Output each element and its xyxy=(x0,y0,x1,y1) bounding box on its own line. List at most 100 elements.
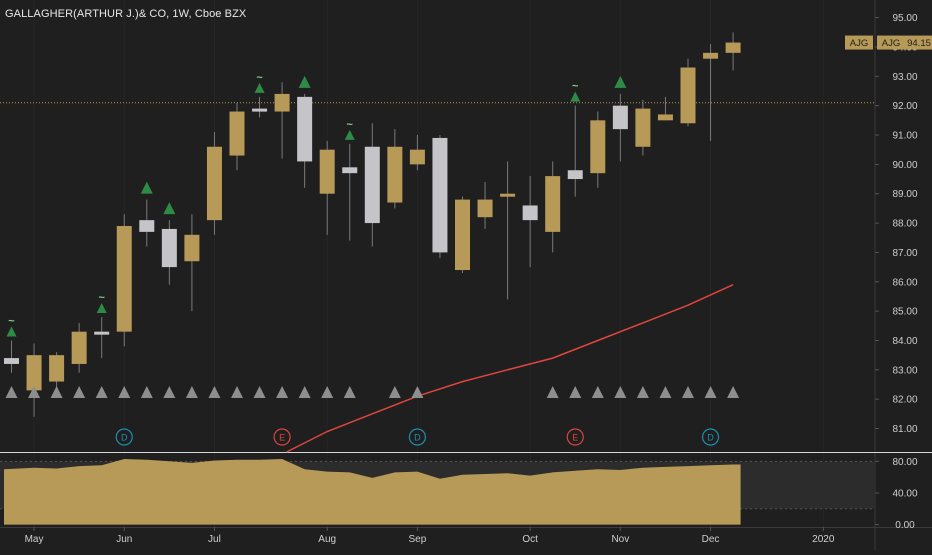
candle-body[interactable] xyxy=(432,137,448,253)
candle-body[interactable] xyxy=(229,111,245,156)
y-tick-label: 85.00 xyxy=(892,307,917,318)
signal-up-triangle xyxy=(298,75,311,88)
oscillator-y-tick-label: 40.00 xyxy=(892,488,917,499)
candle-body[interactable] xyxy=(657,114,673,121)
signal-up-triangle xyxy=(6,326,17,337)
candle-body[interactable] xyxy=(409,149,425,165)
candle-body[interactable] xyxy=(206,146,222,221)
event-label: E xyxy=(279,433,285,443)
candle-body[interactable] xyxy=(319,149,335,194)
price-tag-symbol: AJG xyxy=(882,38,900,49)
candle-body[interactable] xyxy=(387,146,403,203)
candle-body[interactable] xyxy=(364,146,380,224)
candle-body[interactable] xyxy=(49,355,65,382)
candle-body[interactable] xyxy=(4,358,19,364)
signal-tilde-label: ~ xyxy=(256,72,263,84)
candle-body[interactable] xyxy=(545,176,561,232)
oscillator-area xyxy=(4,459,741,525)
event-label: D xyxy=(707,433,714,443)
candle-body[interactable] xyxy=(342,167,358,174)
event-label: D xyxy=(121,433,128,443)
oscillator-y-tick-label: 0.00 xyxy=(895,520,915,531)
candle-body[interactable] xyxy=(139,220,155,232)
candle-body[interactable] xyxy=(567,170,583,180)
earnings-event-marker[interactable] xyxy=(273,428,291,446)
candle-body[interactable] xyxy=(590,120,606,174)
candle-body[interactable] xyxy=(26,355,42,391)
oscillator-y-tick-label: 80.00 xyxy=(892,457,917,468)
y-tick-label: 83.00 xyxy=(892,365,917,376)
x-tick-label: Sep xyxy=(409,534,427,545)
signal-up-triangle xyxy=(570,91,581,102)
candle-body[interactable] xyxy=(522,205,538,221)
candle-body[interactable] xyxy=(703,52,719,59)
y-tick-label: 82.00 xyxy=(892,395,917,406)
signal-gray-triangle xyxy=(636,386,649,398)
dividend-event-marker[interactable] xyxy=(701,428,720,446)
candle-body[interactable] xyxy=(725,42,741,53)
signal-gray-triangle xyxy=(73,386,86,398)
candle-body[interactable] xyxy=(297,96,313,162)
signal-gray-triangle xyxy=(253,386,266,398)
signal-tilde-label: ~ xyxy=(98,292,105,304)
y-tick-label: 91.00 xyxy=(892,131,917,142)
signal-gray-triangle xyxy=(343,386,356,398)
x-tick-label: May xyxy=(25,534,44,545)
signal-gray-triangle xyxy=(591,386,604,398)
signal-gray-triangle xyxy=(28,386,41,398)
signal-gray-triangle xyxy=(163,386,176,398)
signal-up-triangle xyxy=(163,202,176,215)
signal-tilde-label: ~ xyxy=(8,315,15,327)
signal-gray-triangle xyxy=(208,386,221,398)
y-tick-label: 90.00 xyxy=(892,160,917,171)
y-tick-label: 88.00 xyxy=(892,219,917,230)
y-tick-label: 87.00 xyxy=(892,248,917,259)
event-label: E xyxy=(572,433,578,443)
signal-up-triangle xyxy=(254,82,265,93)
signal-gray-triangle xyxy=(231,386,243,398)
dividend-event-marker[interactable] xyxy=(115,428,133,446)
y-tick-label: 89.00 xyxy=(892,189,917,200)
candle-body[interactable] xyxy=(184,234,200,262)
signal-tilde-label: ~ xyxy=(572,81,579,93)
signal-gray-triangle xyxy=(411,386,424,398)
signal-gray-triangle xyxy=(659,386,672,398)
candle-body[interactable] xyxy=(500,193,516,197)
dividend-event-marker[interactable] xyxy=(408,428,426,446)
signal-gray-triangle xyxy=(5,386,18,398)
signal-gray-triangle xyxy=(140,386,153,398)
candle-body[interactable] xyxy=(612,105,628,130)
candle-body[interactable] xyxy=(274,93,290,112)
candle-body[interactable] xyxy=(680,67,696,124)
y-tick-label: 86.00 xyxy=(892,277,917,288)
x-tick-label: Jun xyxy=(116,534,132,545)
signal-gray-triangle xyxy=(276,386,289,398)
signal-gray-triangle xyxy=(727,386,740,398)
signal-up-triangle xyxy=(344,129,355,140)
candle-body[interactable] xyxy=(455,199,470,271)
symbol-title: GALLAGHER(ARTHUR J.)& CO, 1W, Cboe BZX xyxy=(5,8,247,20)
signal-up-triangle xyxy=(140,181,153,194)
signal-gray-triangle xyxy=(50,386,63,398)
candle-body[interactable] xyxy=(161,228,177,268)
x-tick-label: 2020 xyxy=(812,534,835,545)
x-tick-label: Aug xyxy=(318,534,336,545)
price-tag-symbol-left: AJG xyxy=(850,38,868,49)
candle-body[interactable] xyxy=(477,199,493,218)
candle-body[interactable] xyxy=(116,226,132,332)
candle-body[interactable] xyxy=(635,108,651,147)
candle-body[interactable] xyxy=(94,331,110,335)
candle-body[interactable] xyxy=(252,108,268,112)
signal-gray-triangle xyxy=(118,386,131,398)
signal-gray-triangle xyxy=(704,386,717,398)
y-tick-label: 95.00 xyxy=(892,13,917,24)
earnings-event-marker[interactable] xyxy=(566,428,584,446)
signal-gray-triangle xyxy=(614,386,627,398)
x-tick-label: Dec xyxy=(702,534,720,545)
y-tick-label: 92.00 xyxy=(892,101,917,112)
candle-body[interactable] xyxy=(71,331,87,364)
signal-gray-triangle xyxy=(321,386,334,398)
